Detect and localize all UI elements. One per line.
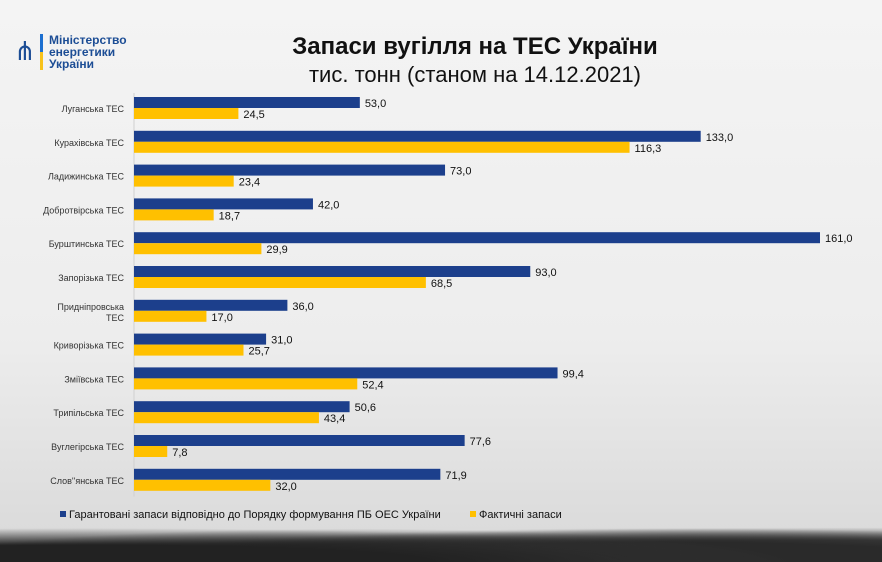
bar-guaranteed (134, 367, 558, 379)
bar-actual (134, 310, 207, 322)
category-label: ТЕС (106, 313, 125, 323)
data-label: 68,5 (431, 278, 452, 290)
bar-guaranteed (134, 232, 820, 244)
data-label: 24,5 (243, 109, 264, 121)
ministry-logo: ⋔ Міністерство енергетики України (14, 34, 127, 70)
bar-actual (134, 344, 244, 356)
bar-actual (134, 209, 214, 221)
bar-guaranteed (134, 435, 465, 446)
bar-guaranteed (134, 97, 360, 108)
data-label: 42,0 (318, 199, 339, 211)
category-label: Луганська ТЕС (62, 104, 125, 114)
category-label: Слов''янська ТЕС (50, 476, 124, 486)
bar-actual (134, 479, 271, 491)
bar-guaranteed (134, 333, 267, 345)
trident-icon: ⋔ (14, 36, 36, 66)
legend-swatch (60, 511, 66, 517)
data-label: 36,0 (292, 301, 313, 313)
category-label: Ладижинська ТЕС (48, 172, 125, 182)
logo-divider (40, 34, 43, 70)
bar-actual (134, 175, 234, 187)
logo-line: України (49, 57, 95, 71)
category-label: Добротвірська ТЕС (43, 205, 124, 215)
data-label: 99,4 (563, 368, 584, 380)
bar-actual (134, 277, 426, 288)
data-label: 43,4 (324, 413, 345, 425)
legend-label: Фактичні запаси (479, 509, 562, 521)
bar-actual (134, 446, 168, 457)
bar-guaranteed (134, 130, 701, 142)
data-label: 31,0 (271, 335, 292, 347)
bar-actual (134, 412, 319, 424)
bar-actual (134, 243, 262, 255)
data-label: 7,8 (172, 447, 187, 459)
data-label: 17,0 (211, 312, 232, 324)
category-label: Трипільська ТЕС (53, 408, 124, 418)
data-label: 93,0 (535, 267, 556, 279)
data-label: 52,4 (362, 379, 383, 391)
category-label: Криворізька ТЕС (54, 341, 125, 351)
legend-swatch (470, 511, 476, 517)
bar-guaranteed (134, 468, 441, 480)
data-label: 50,6 (355, 402, 376, 414)
logo-text: Міністерство енергетики України (49, 34, 127, 70)
category-label: Курахівська ТЕС (54, 138, 124, 148)
bar-guaranteed (134, 164, 446, 176)
coal-background (0, 522, 882, 562)
logo-line: Міністерство (49, 33, 127, 47)
data-label: 116,3 (635, 143, 662, 155)
category-label: Запорізька ТЕС (58, 273, 124, 283)
bar-actual (134, 141, 630, 153)
legend-label: Гарантовані запаси відповідно до Порядку… (69, 509, 441, 521)
chart-title: Запаси вугілля на ТЕС України (292, 33, 658, 60)
category-label: Зміївська ТЕС (64, 374, 124, 384)
category-label: Придніпровська (57, 302, 124, 312)
data-label: 77,6 (470, 436, 491, 448)
bar-guaranteed (134, 401, 350, 413)
data-label: 23,4 (239, 177, 260, 189)
logo-line: енергетики (49, 45, 116, 59)
bar-guaranteed (134, 299, 288, 311)
bar-guaranteed (134, 266, 531, 277)
data-label: 53,0 (365, 98, 386, 110)
data-label: 161,0 (825, 233, 853, 245)
data-label: 133,0 (706, 132, 734, 144)
chart-subtitle: тис. тонн (станом на 14.12.2021) (308, 62, 641, 87)
bar-guaranteed (134, 198, 313, 210)
data-label: 18,7 (219, 210, 240, 222)
data-label: 73,0 (450, 166, 471, 178)
data-label: 71,9 (445, 470, 466, 482)
bar-actual (134, 108, 239, 119)
data-label: 25,7 (249, 346, 270, 358)
category-label: Бурштинська ТЕС (49, 239, 125, 249)
bar-actual (134, 378, 358, 390)
data-label: 32,0 (275, 481, 296, 493)
category-label: Вуглегірська ТЕС (51, 442, 124, 452)
data-label: 29,9 (266, 244, 287, 256)
